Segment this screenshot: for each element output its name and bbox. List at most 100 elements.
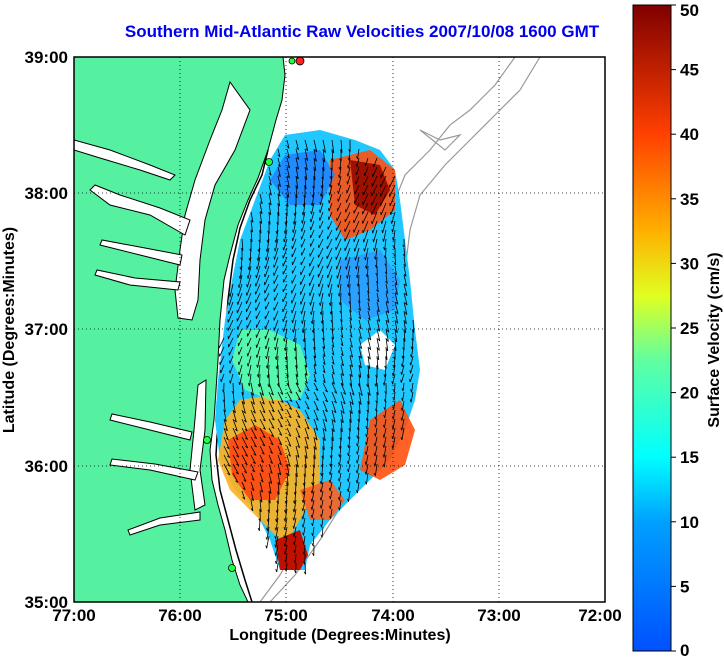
velocity-arrow: [259, 427, 266, 438]
velocity-arrow-head: [293, 492, 296, 496]
y-tick-label: 36:00: [25, 457, 68, 476]
velocity-arrow-head: [287, 424, 291, 427]
velocity-arrow: [313, 418, 319, 431]
velocity-arrow-head: [346, 173, 349, 177]
velocity-arrow-head: [306, 388, 310, 392]
velocity-arrow-head: [222, 389, 225, 393]
velocity-arrow-head: [297, 406, 301, 409]
velocity-arrow-head: [349, 334, 353, 338]
y-tick-label: 38:00: [25, 184, 68, 203]
velocity-arrow: [294, 337, 297, 352]
velocity-arrow: [277, 157, 281, 167]
velocity-arrow-head: [243, 479, 247, 482]
velocity-arrow: [311, 508, 315, 518]
velocity-arrow: [375, 418, 378, 428]
velocity-arrow-head: [277, 154, 281, 158]
velocity-arrow: [401, 418, 405, 431]
velocity-arrow-head: [260, 201, 263, 204]
velocity-arrow: [228, 346, 234, 356]
velocity-arrow-head: [323, 438, 326, 441]
velocity-arrow: [375, 247, 378, 260]
velocity-arrow: [362, 220, 369, 234]
velocity-arrow: [276, 220, 279, 235]
velocity-arrow-head: [256, 364, 258, 368]
velocity-arrow: [302, 202, 306, 216]
velocity-arrow-head: [337, 182, 340, 186]
velocity-arrow-head: [347, 165, 349, 169]
velocity-arrow: [238, 355, 243, 365]
velocity-arrow: [295, 184, 298, 198]
velocity-arrow: [250, 220, 253, 233]
velocity-arrow: [392, 418, 396, 430]
velocity-arrow-head: [383, 255, 386, 259]
velocity-arrow-head: [386, 310, 390, 314]
velocity-arrow: [318, 265, 324, 278]
velocity-arrow-head: [367, 392, 371, 396]
velocity-arrow: [232, 445, 240, 458]
velocity-arrow: [394, 319, 398, 333]
velocity-arrow: [330, 292, 333, 306]
velocity-arrow: [246, 274, 252, 288]
velocity-arrow-head: [293, 541, 295, 546]
velocity-arrow-head: [283, 230, 286, 234]
velocity-arrow: [348, 274, 351, 288]
colorbar-tick-label: 20: [680, 384, 699, 403]
velocity-arrow-head: [274, 356, 277, 360]
velocity-arrow-head: [296, 147, 299, 150]
velocity-arrow: [364, 238, 369, 252]
velocity-arrow: [237, 283, 243, 297]
velocity-arrow: [309, 247, 315, 257]
velocity-arrow-head: [305, 148, 309, 152]
velocity-arrow: [385, 328, 389, 342]
colorbar-tick-label: 40: [680, 125, 699, 144]
velocity-arrow-head: [235, 446, 239, 449]
velocity-arrow: [304, 364, 308, 376]
velocity-arrow-head: [372, 239, 374, 243]
velocity-arrow-head: [311, 329, 314, 333]
velocity-arrow-head: [280, 417, 284, 420]
velocity-arrow-head: [389, 211, 392, 215]
velocity-arrow-head: [283, 543, 286, 547]
velocity-arrow: [268, 445, 273, 454]
velocity-arrow: [286, 139, 290, 149]
velocity-arrow-head: [302, 339, 305, 343]
velocity-arrow: [348, 436, 351, 448]
velocity-arrow-head: [346, 488, 349, 492]
velocity-arrow: [349, 427, 351, 440]
velocity-arrow-head: [271, 409, 275, 413]
velocity-arrow-head: [322, 362, 326, 365]
velocity-arrow-head: [323, 428, 327, 432]
velocity-arrow: [346, 193, 351, 203]
velocity-arrow: [394, 256, 397, 266]
velocity-arrow: [385, 274, 388, 284]
velocity-arrow: [266, 526, 270, 540]
velocity-arrow: [313, 166, 316, 181]
velocity-arrow-head: [382, 454, 385, 458]
velocity-arrow: [365, 463, 369, 475]
velocity-arrow: [349, 391, 354, 405]
velocity-arrow: [365, 157, 369, 167]
velocity-arrow: [346, 256, 351, 270]
velocity-arrow: [302, 211, 306, 224]
velocity-arrow-head: [320, 514, 322, 518]
velocity-arrow: [250, 229, 253, 242]
velocity-arrow: [339, 445, 342, 458]
velocity-arrow-head: [404, 312, 408, 315]
velocity-arrow-head: [358, 326, 362, 330]
velocity-arrow-head: [243, 419, 247, 423]
velocity-arrow-head: [266, 240, 269, 244]
velocity-arrow: [312, 517, 315, 526]
velocity-arrow: [250, 418, 257, 431]
velocity-arrow: [277, 166, 281, 177]
velocity-arrow-head: [288, 444, 292, 447]
velocity-arrow: [302, 490, 306, 503]
velocity-arrow-head: [373, 247, 375, 252]
velocity-arrow: [303, 481, 306, 495]
velocity-arrow: [241, 481, 246, 490]
velocity-arrow-head: [315, 388, 319, 391]
velocity-arrow: [312, 472, 315, 486]
velocity-arrow-head: [247, 266, 250, 271]
velocity-arrow-head: [409, 378, 411, 382]
velocity-arrow-head: [314, 447, 317, 450]
velocity-arrow: [390, 202, 396, 216]
